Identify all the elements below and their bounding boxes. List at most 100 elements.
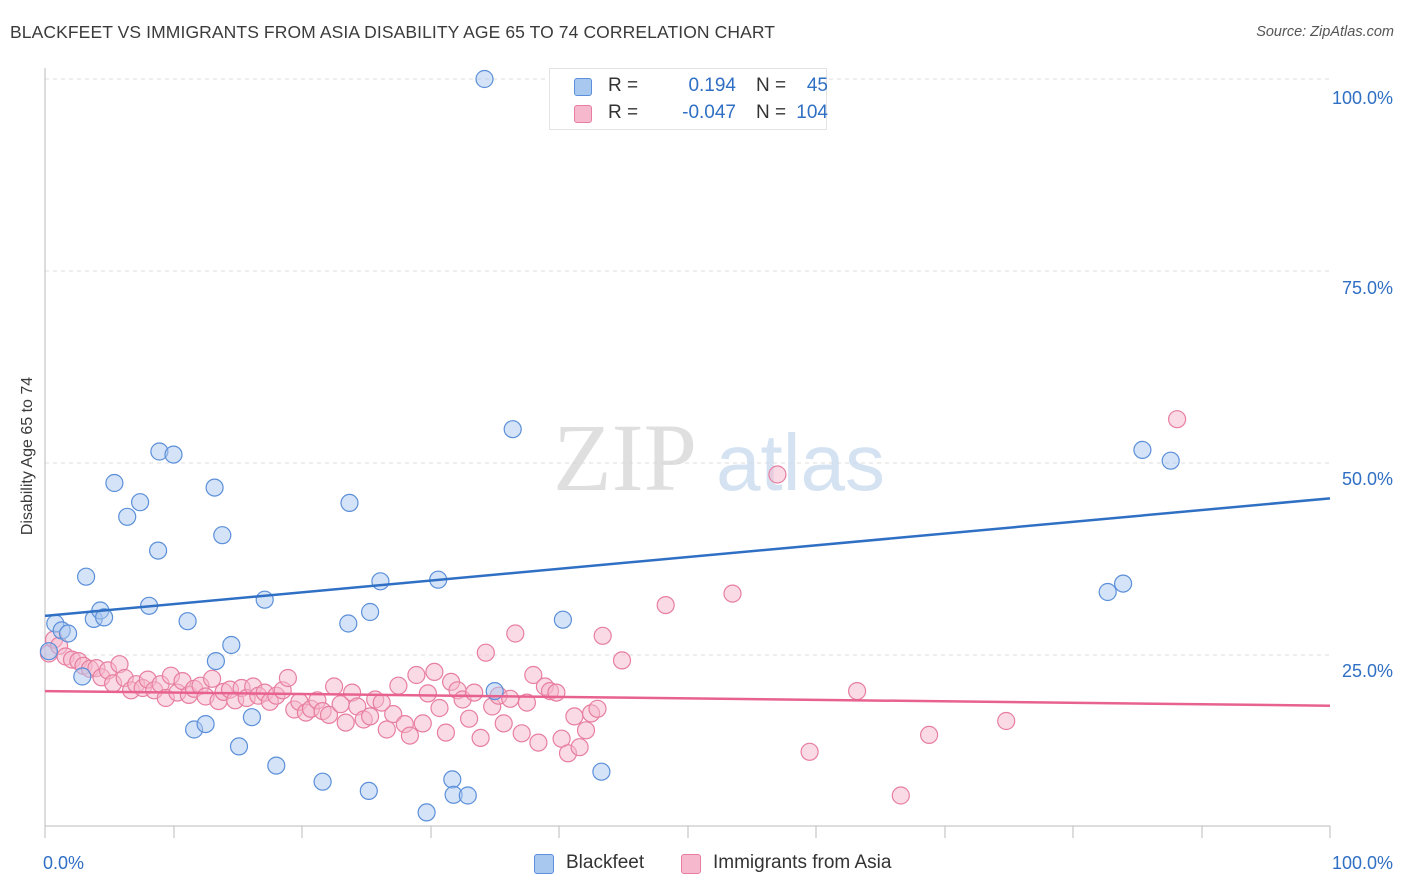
point-blackfeet [503,420,522,439]
point-immigrants-asia [847,681,867,701]
trend-line-blackfeet [44,497,1331,618]
point-immigrants-asia [529,733,548,752]
point-immigrants-asia [565,707,584,726]
series-label-immigrants-asia: Immigrants from Asia [713,852,892,873]
legend-n-label: N = [756,102,787,123]
point-immigrants-asia [656,595,675,615]
legend: R = 0.194 N = 45 R = -0.047 N = 104 [549,68,828,130]
point-immigrants-asia [407,665,426,685]
y-tick-label-100: 100.0% [1332,88,1393,108]
point-immigrants-asia [512,724,531,743]
point-blackfeet [196,714,215,734]
point-blackfeet [1133,440,1152,459]
point-blackfeet [313,772,332,791]
point-blackfeet [267,756,286,775]
point-immigrants-asia [919,725,939,745]
trend-line-immigrants-asia [44,689,1331,707]
point-immigrants-asia [723,584,742,603]
point-immigrants-asia [465,683,484,702]
gridlines [45,78,1330,656]
x-tick-label-max: 100.0% [1332,853,1393,873]
point-blackfeet [131,493,150,512]
point-blackfeet [475,69,494,89]
point-blackfeet [149,541,168,560]
watermark: ZIP atlas [553,404,885,511]
point-blackfeet [178,612,197,631]
point-immigrants-asia [400,726,419,745]
series-swatch-immigrants-asia [681,854,701,874]
legend-swatch-immigrants-asia [574,105,592,123]
series-swatch-blackfeet [534,854,554,874]
point-immigrants-asia [891,786,910,805]
point-immigrants-asia [576,721,596,740]
point-immigrants-asia [418,684,437,703]
point-blackfeet [222,635,241,655]
point-immigrants-asia [506,624,525,643]
point-immigrants-asia [384,704,403,724]
point-immigrants-asia [389,676,408,695]
point-blackfeet [359,781,378,801]
point-blackfeet [339,614,358,633]
point-blackfeet [361,602,380,622]
point-immigrants-asia [203,669,222,688]
y-tick-label-75: 75.0% [1342,278,1393,298]
point-blackfeet [1113,574,1133,593]
y-tick-labels: 25.0% 50.0% 75.0% 100.0% [1332,88,1393,681]
point-blackfeet [443,770,462,789]
point-blackfeet [255,590,274,609]
legend-n-value: 45 [806,75,828,96]
chart-title: BLACKFEET VS IMMIGRANTS FROM ASIA DISABI… [10,22,776,42]
point-blackfeet [1161,451,1180,470]
point-immigrants-asia [768,465,787,484]
point-immigrants-asia [377,720,396,739]
point-blackfeet [94,608,114,627]
series-label-blackfeet: Blackfeet [566,852,645,873]
source-label: Source: ZipAtlas.com [1256,24,1394,40]
point-immigrants-asia [997,711,1016,731]
legend-n-value: 104 [796,102,828,123]
point-immigrants-asia [800,742,819,761]
point-immigrants-asia [547,683,566,702]
point-immigrants-asia [325,677,344,696]
point-blackfeet [205,478,224,497]
point-immigrants-asia [524,665,543,685]
point-blackfeet [1098,582,1117,602]
x-tick-label-min: 0.0% [43,853,84,873]
point-immigrants-asia [570,738,589,757]
legend-r-label: R = [608,75,639,96]
legend-r-value: 0.194 [688,75,736,96]
y-tick-label-50: 50.0% [1342,469,1393,489]
point-immigrants-asia [460,709,479,728]
point-blackfeet [592,762,611,781]
point-blackfeet [458,786,477,805]
legend-swatch-blackfeet [574,78,592,96]
point-immigrants-asia [278,668,297,688]
point-immigrants-asia [593,626,612,645]
point-immigrants-asia [612,651,632,670]
point-blackfeet [58,624,78,643]
point-blackfeet [229,737,249,756]
point-blackfeet [39,642,59,661]
point-immigrants-asia [588,699,607,718]
point-immigrants-asia [1167,410,1187,429]
trend-layer [44,497,1331,707]
legend-n-label: N = [756,75,787,96]
point-immigrants-asia [517,693,537,712]
series-legend: Blackfeet Immigrants from Asia [0,852,1406,876]
point-blackfeet [371,572,390,591]
legend-r-value: -0.047 [682,102,736,123]
point-immigrants-asia [413,714,432,733]
watermark-zip: ZIP [553,404,697,511]
point-blackfeet [164,445,183,464]
point-immigrants-asia [361,707,380,726]
point-immigrants-asia [425,662,444,682]
point-immigrants-asia [336,713,355,732]
point-blackfeet [417,803,436,822]
legend-r-label: R = [608,102,639,123]
point-blackfeet [213,526,232,545]
y-tick-label-25: 25.0% [1342,661,1393,681]
point-immigrants-asia [476,643,495,662]
point-blackfeet [242,708,261,727]
point-blackfeet [553,610,573,629]
